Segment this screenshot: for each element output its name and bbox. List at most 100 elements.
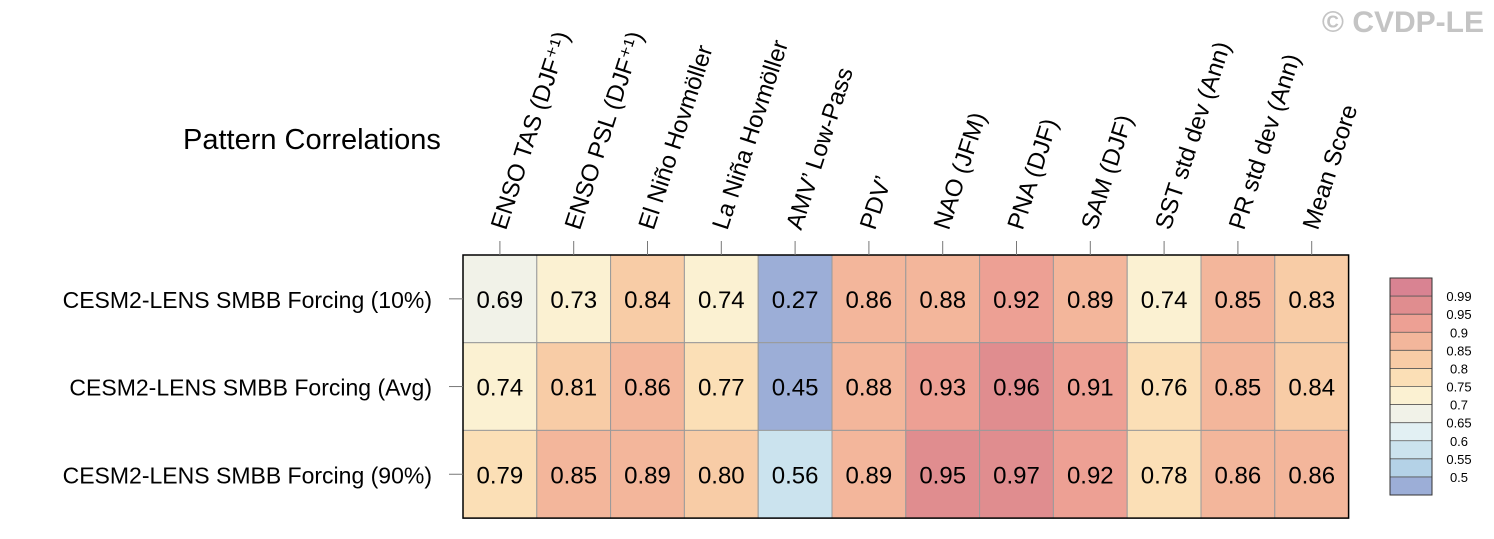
cell-value-label: 0.69: [477, 287, 524, 314]
colorbar-segment: [1390, 404, 1432, 423]
column-label: ENSO PSL (DJF⁺¹): [560, 28, 649, 233]
cell-value-label: 0.84: [624, 287, 671, 314]
colorbar-tick-label: 0.7: [1450, 398, 1468, 413]
heatmap-cell: [905, 429, 981, 519]
cell-value-label: 0.79: [477, 462, 524, 489]
heatmap-cell: [1274, 254, 1350, 344]
heatmap-cell: [1126, 254, 1202, 344]
cell-value-label: 0.74: [698, 287, 745, 314]
colorbar-tick-label: 0.5: [1450, 470, 1468, 485]
column-label: PR std dev (Ann): [1224, 51, 1306, 233]
column-label: PNA (DJF): [1003, 115, 1064, 232]
cell-value-label: 0.89: [1067, 287, 1114, 314]
cell-value-label: 0.81: [550, 375, 597, 402]
column-label: ENSO TAS (DJF⁺¹): [486, 28, 575, 233]
colorbar-tick-label: 0.6: [1450, 434, 1468, 449]
colorbar-segment: [1390, 314, 1432, 333]
cell-value-label: 0.85: [1215, 375, 1262, 402]
heatmap-cell: [831, 429, 907, 519]
cell-value-label: 0.56: [772, 462, 819, 489]
cell-value-label: 0.97: [993, 462, 1040, 489]
heatmap-cell: [462, 342, 538, 431]
colorbar-tick-label: 0.75: [1446, 380, 1471, 395]
colorbar-tick-label: 0.95: [1446, 307, 1471, 322]
cell-value-label: 0.85: [550, 462, 597, 489]
heatmap-cell: [610, 429, 685, 519]
column-label: El Niño Hovmöller: [634, 42, 719, 233]
row-label: CESM2-LENS SMBB Forcing (Avg): [69, 375, 432, 401]
heatmap-cell: [536, 429, 612, 519]
column-label: La Niña Hovmöller: [707, 37, 794, 233]
cell-value-label: 0.73: [550, 287, 597, 314]
heatmap-cell: [979, 254, 1054, 344]
cell-value-label: 0.93: [919, 375, 966, 402]
cell-value-label: 0.83: [1288, 287, 1335, 314]
cell-value-label: 0.86: [1215, 462, 1262, 489]
watermark: © CVDP-LE: [1321, 6, 1484, 39]
cell-value-label: 0.74: [477, 375, 524, 402]
heatmap-cell: [683, 429, 759, 519]
cell-value-label: 0.96: [993, 375, 1040, 402]
column-label: AMV’ Low-Pass: [781, 64, 859, 233]
cell-value-label: 0.86: [1288, 462, 1335, 489]
heatmap-cell: [757, 254, 833, 344]
colorbar-tick-label: 0.8: [1450, 361, 1468, 376]
colorbar-tick-label: 0.99: [1446, 289, 1471, 304]
cell-value-label: 0.92: [993, 287, 1040, 314]
cell-value-label: 0.88: [846, 375, 893, 402]
colorbar-tick-label: 0.85: [1446, 343, 1471, 358]
cell-value-label: 0.84: [1288, 375, 1335, 402]
colorbar-tick-label: 0.9: [1450, 325, 1468, 340]
cell-value-label: 0.27: [772, 287, 819, 314]
heatmap-cell: [979, 429, 1054, 519]
cell-value-label: 0.77: [698, 375, 745, 402]
colorbar-border: [1389, 277, 1433, 496]
colorbar-segment: [1390, 278, 1432, 297]
colorbar-segment: [1390, 332, 1432, 351]
row-label: CESM2-LENS SMBB Forcing (90%): [63, 462, 432, 488]
column-label: Mean Score: [1298, 101, 1364, 232]
heatmap-cell: [757, 342, 833, 431]
heatmap-cell: [1052, 429, 1128, 519]
colorbar-segment: [1390, 350, 1432, 369]
column-label: SAM (DJF): [1076, 112, 1138, 233]
colorbar-segment: [1390, 296, 1432, 315]
cell-value-label: 0.78: [1141, 462, 1188, 489]
colorbar-segment: [1390, 458, 1432, 477]
cell-value-label: 0.45: [772, 375, 819, 402]
cell-value-label: 0.85: [1215, 287, 1262, 314]
cell-value-label: 0.89: [846, 462, 893, 489]
cell-value-label: 0.95: [919, 462, 966, 489]
cell-value-label: 0.89: [624, 462, 671, 489]
cell-value-label: 0.86: [624, 375, 671, 402]
heatmap-cell: [536, 342, 612, 431]
heatmap-cell: [1126, 429, 1202, 519]
colorbar-tick-label: 0.65: [1446, 416, 1471, 431]
heatmap-cell: [1274, 429, 1350, 519]
heatmap-cell: [905, 254, 981, 344]
cell-value-label: 0.92: [1067, 462, 1114, 489]
heatmap-cell: [1200, 342, 1276, 431]
colorbar-segment: [1390, 440, 1432, 459]
colorbar-segment: [1390, 368, 1432, 387]
column-label: NAO (JFM): [929, 109, 992, 233]
heatmap-cell: [831, 254, 907, 344]
heatmap-cell: [831, 342, 907, 431]
cell-value-label: 0.86: [846, 287, 893, 314]
heatmap-cell: [1052, 342, 1128, 431]
heatmap-cell: [1274, 342, 1350, 431]
cell-value-label: 0.74: [1141, 287, 1188, 314]
column-label: PDV’: [855, 172, 898, 232]
colorbar-segment: [1390, 422, 1432, 441]
chart-title: Pattern Correlations: [183, 124, 441, 156]
heatmap-cell: [1200, 429, 1276, 519]
row-label: CESM2-LENS SMBB Forcing (10%): [63, 287, 432, 313]
colorbar-segment: [1390, 476, 1432, 495]
colorbar-segment: [1390, 386, 1432, 405]
cell-value-label: 0.76: [1141, 375, 1188, 402]
column-label: SST std dev (Ann): [1150, 38, 1236, 232]
heatmap-cell: [1200, 254, 1276, 344]
cell-value-label: 0.91: [1067, 375, 1114, 402]
cell-value-label: 0.88: [919, 287, 966, 314]
